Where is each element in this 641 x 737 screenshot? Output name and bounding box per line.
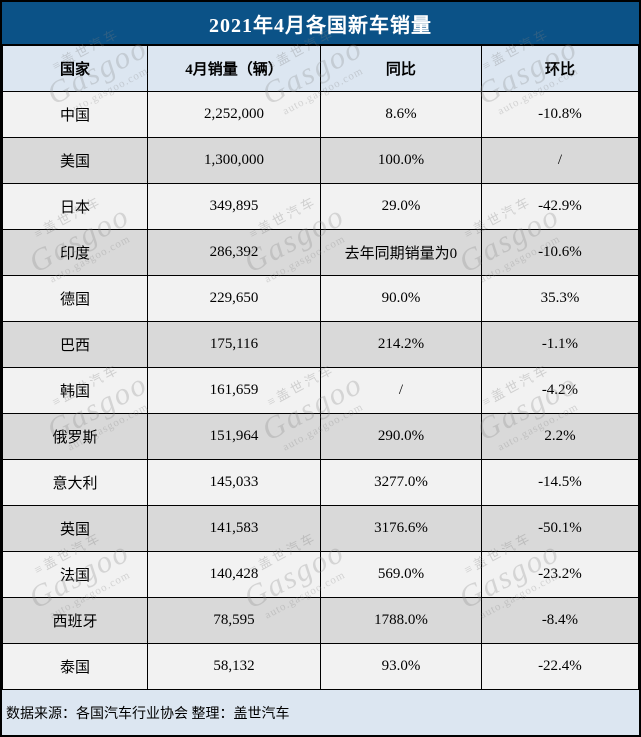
- table-row: 意大利 145,033 3277.0% -14.5%: [2, 459, 639, 506]
- mom-cell: -8.4%: [480, 597, 639, 644]
- table-row: 巴西 175,116 214.2% -1.1%: [2, 321, 639, 368]
- mom-cell: -1.1%: [480, 321, 639, 368]
- sales-cell: 151,964: [147, 413, 321, 460]
- country-cell: 印度: [2, 229, 148, 276]
- yoy-cell: 去年同期销量为0: [319, 229, 482, 276]
- column-header-mom: 环比: [480, 45, 639, 92]
- yoy-cell: 3176.6%: [319, 505, 482, 552]
- table-row: 美国 1,300,000 100.0% /: [2, 137, 639, 184]
- table-row: 韩国 161,659/-4.2%: [2, 367, 639, 414]
- table-row: 俄罗斯 151,964 290.0% 2.2%: [2, 413, 639, 460]
- yoy-cell: 8.6%: [319, 91, 482, 138]
- country-cell: 巴西: [2, 321, 148, 368]
- sales-cell: 161,659: [147, 367, 321, 414]
- sales-cell: 140,428: [147, 551, 321, 598]
- mom-cell: -42.9%: [480, 183, 639, 230]
- table-row: 西班牙 78,595 1788.0% -8.4%: [2, 597, 639, 644]
- column-header-country: 国家: [2, 45, 148, 92]
- mom-cell: -50.1%: [480, 505, 639, 552]
- mom-cell: -22.4%: [480, 643, 639, 690]
- yoy-cell: 29.0%: [319, 183, 482, 230]
- mom-cell: -10.6%: [480, 229, 639, 276]
- table-row: 英国 141,583 3176.6% -50.1%: [2, 505, 639, 552]
- sales-table: 国家 4月销量（辆） 同比 环比 中国 2,252,000 8.6% -10.8% 美国…: [2, 45, 639, 690]
- yoy-cell: 3277.0%: [319, 459, 482, 506]
- country-cell: 德国: [2, 275, 148, 322]
- yoy-cell: 290.0%: [319, 413, 482, 460]
- country-cell: 中国: [2, 91, 148, 138]
- sales-cell: 229,650: [147, 275, 321, 322]
- mom-cell: -4.2%: [480, 367, 639, 414]
- table-row: 印度 286,392 去年同期销量为0 -10.6%: [2, 229, 639, 276]
- yoy-cell: 93.0%: [319, 643, 482, 690]
- yoy-cell: 1788.0%: [319, 597, 482, 644]
- yoy-cell: 214.2%: [319, 321, 482, 368]
- header-row: 国家 4月销量（辆） 同比 环比: [2, 45, 639, 92]
- mom-cell: 2.2%: [480, 413, 639, 460]
- yoy-cell: 90.0%: [319, 275, 482, 322]
- table-row: 日本 349,895 29.0% -42.9%: [2, 183, 639, 230]
- sales-cell: 58,132: [147, 643, 321, 690]
- mom-cell: -10.8%: [480, 91, 639, 138]
- sales-cell: 286,392: [147, 229, 321, 276]
- table-body: 中国 2,252,000 8.6% -10.8% 美国 1,300,000 100.0% / 日…: [2, 91, 639, 690]
- sales-cell: 141,583: [147, 505, 321, 552]
- sales-cell: 78,595: [147, 597, 321, 644]
- table-row: 德国 229,650 90.0% 35.3%: [2, 275, 639, 322]
- sales-cell: 349,895: [147, 183, 321, 230]
- yoy-cell: 569.0%: [319, 551, 482, 598]
- table-row: 中国 2,252,000 8.6% -10.8%: [2, 91, 639, 138]
- mom-cell: -14.5%: [480, 459, 639, 506]
- yoy-cell: /: [319, 367, 482, 414]
- yoy-cell: 100.0%: [319, 137, 482, 184]
- country-cell: 美国: [2, 137, 148, 184]
- sales-cell: 2,252,000: [147, 91, 321, 138]
- country-cell: 俄罗斯: [2, 413, 148, 460]
- sales-cell: 175,116: [147, 321, 321, 368]
- table-row: 法国 140,428 569.0% -23.2%: [2, 551, 639, 598]
- mom-cell: /: [480, 137, 639, 184]
- country-cell: 英国: [2, 505, 148, 552]
- mom-cell: 35.3%: [480, 275, 639, 322]
- country-cell: 意大利: [2, 459, 148, 506]
- country-cell: 泰国: [2, 643, 148, 690]
- country-cell: 日本: [2, 183, 148, 230]
- column-header-sales: 4月销量（辆）: [147, 45, 321, 92]
- column-header-yoy: 同比: [319, 45, 482, 92]
- mom-cell: -23.2%: [480, 551, 639, 598]
- sales-cell: 145,033: [147, 459, 321, 506]
- page-title: 2021年4月各国新车销量: [2, 2, 639, 45]
- table-row: 泰国 58,132 93.0% -22.4%: [2, 643, 639, 690]
- country-cell: 西班牙: [2, 597, 148, 644]
- country-cell: 韩国: [2, 367, 148, 414]
- source-note: 数据来源：各国汽车行业协会 整理：盖世汽车: [2, 689, 639, 735]
- sales-cell: 1,300,000: [147, 137, 321, 184]
- country-cell: 法国: [2, 551, 148, 598]
